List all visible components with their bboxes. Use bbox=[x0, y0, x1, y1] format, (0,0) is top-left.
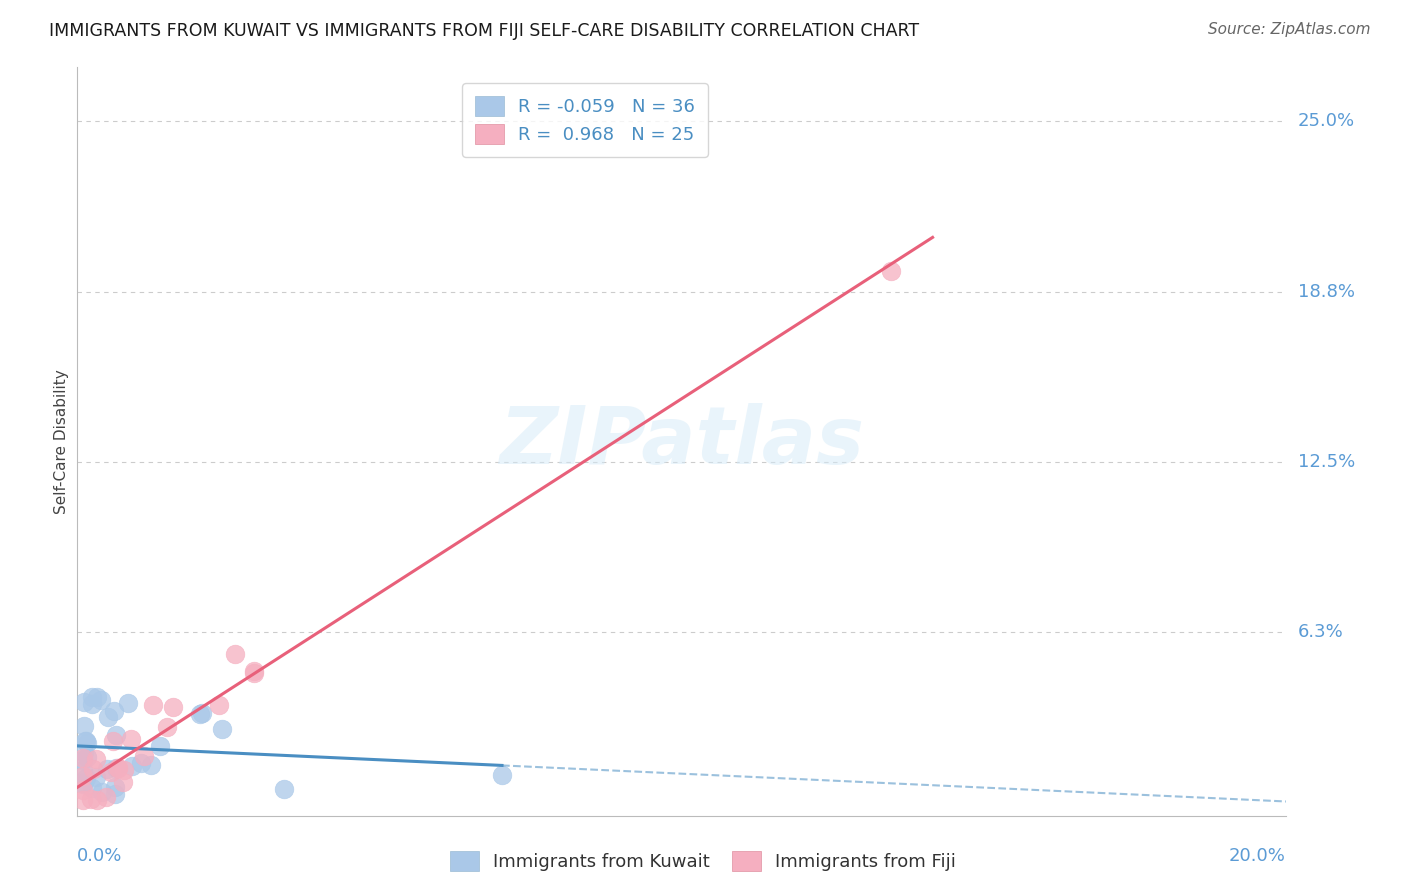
Point bbox=[129, 756, 152, 771]
Point bbox=[76, 750, 98, 764]
Point bbox=[72, 695, 94, 709]
Point bbox=[880, 264, 903, 278]
Point bbox=[121, 758, 143, 772]
Legend: R = -0.059   N = 36, R =  0.968   N = 25: R = -0.059 N = 36, R = 0.968 N = 25 bbox=[463, 84, 707, 157]
Point bbox=[111, 775, 134, 789]
Point bbox=[80, 698, 103, 712]
Point bbox=[86, 690, 108, 705]
Text: 6.3%: 6.3% bbox=[1298, 624, 1343, 641]
Point bbox=[156, 720, 179, 734]
Point bbox=[76, 736, 98, 750]
Text: 25.0%: 25.0% bbox=[1298, 112, 1355, 130]
Point bbox=[73, 719, 96, 733]
Point bbox=[134, 749, 156, 764]
Point bbox=[273, 781, 295, 796]
Point bbox=[84, 752, 107, 766]
Point bbox=[80, 792, 103, 806]
Point bbox=[72, 775, 94, 789]
Point bbox=[72, 764, 94, 778]
Point bbox=[139, 757, 162, 772]
Point bbox=[101, 734, 124, 748]
Point bbox=[75, 771, 97, 785]
Point bbox=[82, 690, 104, 704]
Point bbox=[72, 777, 94, 791]
Point bbox=[72, 783, 94, 797]
Point bbox=[188, 707, 211, 722]
Point bbox=[104, 761, 127, 775]
Point bbox=[73, 734, 96, 748]
Point bbox=[120, 731, 142, 746]
Point bbox=[90, 693, 112, 707]
Text: ZIPatlas: ZIPatlas bbox=[499, 402, 865, 481]
Point bbox=[100, 765, 122, 780]
Point bbox=[190, 706, 212, 721]
Point bbox=[94, 789, 117, 804]
Point bbox=[142, 698, 165, 712]
Point bbox=[117, 696, 139, 710]
Point bbox=[149, 739, 172, 753]
Point bbox=[96, 762, 118, 776]
Point bbox=[243, 666, 266, 681]
Point bbox=[73, 745, 96, 759]
Point bbox=[72, 753, 94, 767]
Legend: Immigrants from Kuwait, Immigrants from Fiji: Immigrants from Kuwait, Immigrants from … bbox=[443, 844, 963, 879]
Point bbox=[84, 770, 107, 784]
Point bbox=[91, 785, 114, 799]
Point bbox=[103, 704, 125, 718]
Text: 0.0%: 0.0% bbox=[77, 847, 122, 864]
Point bbox=[72, 769, 94, 783]
Point bbox=[107, 761, 129, 775]
Text: 18.8%: 18.8% bbox=[1298, 283, 1354, 301]
Y-axis label: Self-Care Disability: Self-Care Disability bbox=[53, 369, 69, 514]
Point bbox=[82, 762, 104, 776]
Point bbox=[208, 698, 231, 712]
Point bbox=[243, 664, 266, 678]
Point bbox=[72, 751, 94, 765]
Point bbox=[97, 710, 120, 724]
Point bbox=[75, 733, 97, 747]
Point bbox=[112, 763, 135, 777]
Point bbox=[107, 761, 129, 775]
Point bbox=[105, 728, 128, 742]
Text: Source: ZipAtlas.com: Source: ZipAtlas.com bbox=[1208, 22, 1371, 37]
Point bbox=[162, 700, 184, 714]
Point bbox=[86, 793, 108, 807]
Point bbox=[104, 787, 127, 801]
Point bbox=[80, 780, 103, 795]
Text: IMMIGRANTS FROM KUWAIT VS IMMIGRANTS FROM FIJI SELF-CARE DISABILITY CORRELATION : IMMIGRANTS FROM KUWAIT VS IMMIGRANTS FRO… bbox=[49, 22, 920, 40]
Point bbox=[211, 722, 233, 736]
Point bbox=[224, 648, 246, 662]
Point bbox=[72, 793, 94, 807]
Text: 20.0%: 20.0% bbox=[1229, 847, 1285, 864]
Point bbox=[104, 780, 127, 794]
Point bbox=[491, 768, 513, 782]
Text: 12.5%: 12.5% bbox=[1298, 453, 1355, 471]
